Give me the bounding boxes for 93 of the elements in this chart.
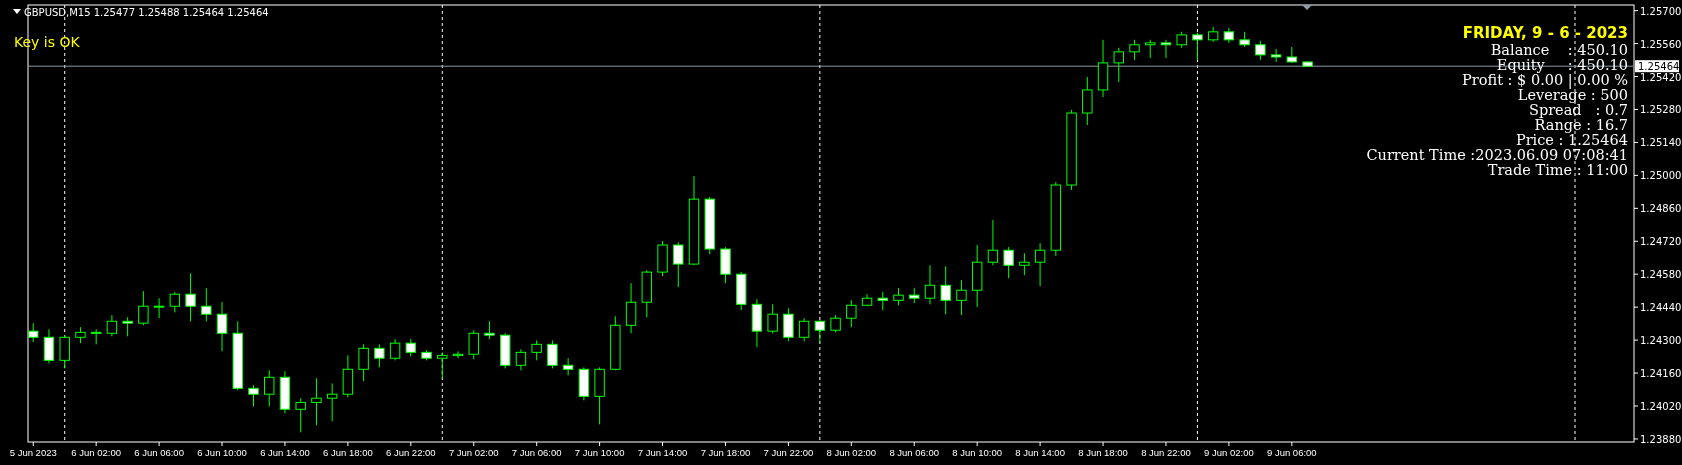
x-tick-label: 6 Jun 06:00 [134, 447, 184, 458]
candlestick [248, 384, 259, 407]
candlestick [1003, 246, 1014, 279]
x-tick-label: 8 Jun 18:00 [1078, 447, 1128, 458]
candlestick [138, 290, 149, 326]
candlestick [59, 334, 70, 369]
x-tick-label: 5 Jun 2023 [9, 447, 57, 458]
x-tick-label: 6 Jun 22:00 [385, 447, 436, 458]
annotation: Balance : 450.10 [1490, 42, 1628, 58]
candlestick [468, 329, 479, 360]
candlestick [877, 291, 889, 311]
candlestick [389, 338, 401, 361]
candlestick [767, 303, 778, 334]
annotation: Key is OK [14, 34, 81, 50]
annotation: Current Time :2023.06.09 07:08:41 [1366, 147, 1628, 163]
candlestick [547, 339, 558, 369]
candlestick [1129, 39, 1140, 61]
candlestick [216, 301, 228, 352]
x-tick-label: 6 Jun 10:00 [197, 447, 247, 458]
x-tick-label: 6 Jun 02:00 [71, 447, 121, 458]
chart-title: GBPUSD,M15 1.25477 1.25488 1.25464 1.25464 [24, 7, 269, 18]
candlestick [625, 282, 637, 334]
candlestick [122, 316, 133, 337]
candlestick [43, 328, 55, 364]
x-tick-label: 8 Jun 22:00 [1141, 447, 1191, 458]
y-tick-label: 1.24300 [1640, 335, 1682, 347]
candlestick [924, 264, 936, 305]
x-tick-label: 7 Jun 10:00 [574, 447, 625, 458]
x-tick-label: 6 Jun 18:00 [323, 447, 373, 458]
candlestick [562, 357, 574, 376]
y-tick-label: 1.24020 [1640, 401, 1682, 412]
x-tick-label: 7 Jun 14:00 [637, 447, 688, 458]
candlestick [437, 351, 448, 379]
y-tick-label: 1.25560 [1640, 38, 1682, 50]
x-tick-label: 8 Jun 06:00 [889, 447, 940, 458]
candlestick [673, 241, 684, 288]
candlestick [374, 343, 385, 368]
y-tick-label: 1.24160 [1640, 368, 1682, 380]
candlestick [201, 287, 212, 322]
annotation: Equity : 450.10 [1496, 57, 1628, 73]
candlestick [1270, 48, 1282, 63]
candlestick [169, 291, 181, 313]
candlestick [1113, 47, 1124, 83]
x-tick-label: 9 Jun 06:00 [1267, 447, 1317, 458]
candlestick [326, 382, 338, 422]
annotation: Trade Time : 11:00 [1487, 162, 1628, 178]
candlestick [956, 279, 967, 316]
candlestick [940, 265, 951, 315]
y-tick-label: 1.25000 [1640, 170, 1682, 182]
y-tick-label: 1.23880 [1640, 433, 1682, 445]
y-tick-label: 1.24860 [1640, 203, 1682, 215]
candlestick [846, 299, 857, 328]
x-tick-label: 8 Jun 14:00 [1015, 447, 1065, 458]
candlestick [311, 377, 322, 426]
x-tick-label: 8 Jun 10:00 [952, 447, 1003, 458]
candlestick [1019, 252, 1030, 276]
ref-line-label: 1.25464 [1638, 61, 1680, 73]
candlestick [295, 397, 306, 433]
y-tick-label: 1.24580 [1640, 269, 1682, 281]
candlestick [358, 343, 369, 382]
candlestick [798, 317, 810, 342]
candlestick [106, 314, 118, 337]
y-tick-label: 1.25280 [1640, 104, 1682, 116]
annotation: Price : 1.25464 [1515, 132, 1628, 148]
candlestick [153, 297, 165, 319]
annotation: FRIDAY, 9 - 6 - 2023 [1462, 24, 1628, 42]
candlestick [1082, 76, 1093, 126]
annotation: Range : 16.7 [1534, 117, 1628, 133]
candlestick [1255, 40, 1266, 61]
annotation: Leverage : 500 [1517, 87, 1628, 103]
y-tick-label: 1.25700 [1640, 5, 1682, 17]
y-tick-label: 1.25140 [1640, 137, 1682, 149]
candlestick [185, 272, 196, 322]
candlestick [1034, 242, 1046, 287]
candlestick [264, 369, 275, 407]
candlestick [531, 339, 542, 361]
x-tick-label: 7 Jun 06:00 [511, 447, 562, 458]
x-tick-label: 8 Jun 02:00 [826, 447, 877, 458]
annotation: Profit : $ 0.00 | 0.00 % [1462, 72, 1628, 89]
candlestick [1145, 39, 1156, 59]
x-tick-label: 9 Jun 02:00 [1204, 447, 1254, 458]
candlestick [987, 219, 999, 266]
annotation: Spread : 0.7 [1528, 102, 1628, 118]
y-tick-label: 1.24440 [1640, 302, 1682, 314]
x-tick-label: 7 Jun 18:00 [700, 447, 751, 458]
x-tick-label: 6 Jun 14:00 [260, 447, 310, 458]
candlestick [783, 307, 794, 342]
x-tick-label: 7 Jun 02:00 [448, 447, 499, 458]
candlestick [1160, 39, 1172, 59]
y-tick-label: 1.24720 [1640, 236, 1682, 248]
x-tick-label: 7 Jun 22:00 [763, 447, 814, 458]
y-tick-label: 1.25420 [1640, 71, 1682, 83]
candlestick [515, 348, 527, 371]
